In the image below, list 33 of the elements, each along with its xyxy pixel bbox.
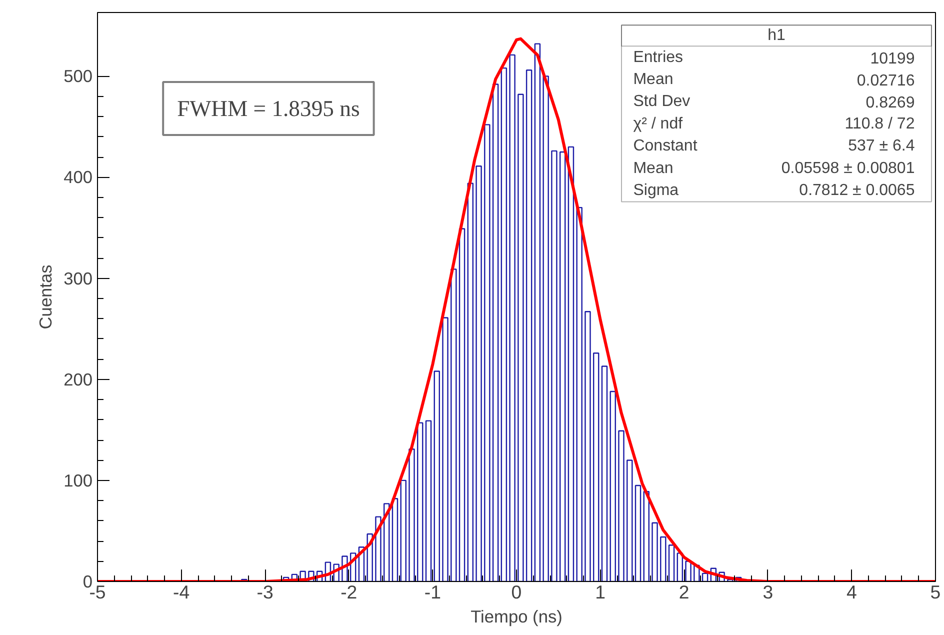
y-tick-label: 400 xyxy=(64,167,93,188)
y-tick-label: 100 xyxy=(64,470,93,490)
annotation: Mean xyxy=(633,71,674,88)
annotation: χ² / ndf xyxy=(633,115,684,132)
annotation: 0.02716 xyxy=(856,72,915,90)
annotation: 0.05598 ± 0.00801 xyxy=(781,160,915,177)
annotation: Entries xyxy=(633,48,684,66)
x-tick-label: 1 xyxy=(595,582,606,602)
annotation: Mean xyxy=(633,160,674,177)
annotation: 0.7812 ± 0.0065 xyxy=(799,182,915,200)
x-tick-label: 3 xyxy=(762,582,774,602)
x-axis-title: Tiempo (ns) xyxy=(470,606,562,626)
x-tick-label: -4 xyxy=(173,582,190,602)
x-tick-label: 5 xyxy=(930,582,941,602)
y-tick-label: 500 xyxy=(64,66,93,86)
annotation: 537 ± 6.4 xyxy=(848,138,915,155)
annotation: h1 xyxy=(768,27,786,44)
x-tick-label: -3 xyxy=(256,582,274,602)
annotation: 10199 xyxy=(870,50,915,68)
x-tick-label: 2 xyxy=(678,582,690,602)
y-axis-title: Cuentas xyxy=(36,264,56,330)
annotation: Sigma xyxy=(633,182,679,200)
annotation: Constant xyxy=(633,138,698,155)
x-tick-label: -1 xyxy=(424,582,441,602)
y-tick-label: 300 xyxy=(64,268,93,288)
annotation: 110.8 / 72 xyxy=(844,115,915,132)
x-tick-label: 4 xyxy=(846,582,857,602)
annotation: 0.8269 xyxy=(866,94,915,112)
annotation: Std Dev xyxy=(633,93,690,110)
annotation: FWHM = 1.8395 ns xyxy=(177,96,360,122)
x-tick-label: -2 xyxy=(340,582,358,602)
x-tick-label: 0 xyxy=(511,582,522,602)
y-tick-label: 200 xyxy=(64,369,93,390)
